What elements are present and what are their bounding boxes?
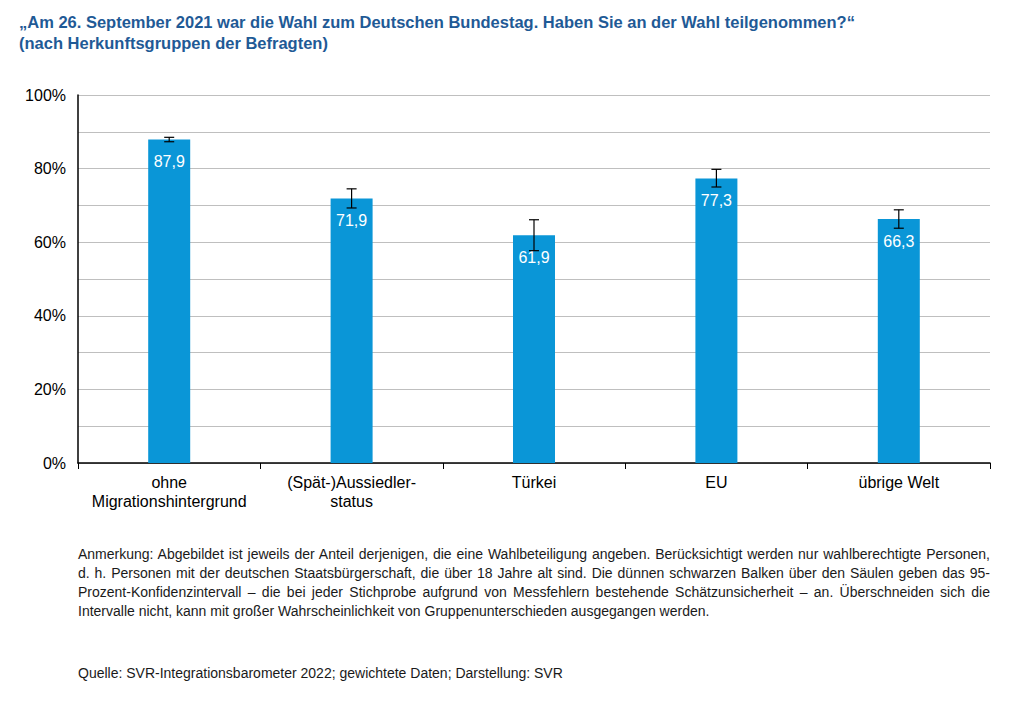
svg-text:0%: 0%: [43, 455, 66, 472]
svg-text:„Am 26. September 2021 war die: „Am 26. September 2021 war die Wahl zum …: [19, 13, 855, 31]
svg-text:66,3: 66,3: [883, 233, 914, 250]
svg-text:EU: EU: [705, 474, 727, 491]
html-text:Quelle: SVR-Integrationsbarome: Quelle: SVR-Integrationsbarometer 2022; …: [78, 665, 563, 681]
svg-text:100%: 100%: [25, 87, 66, 104]
svg-text:71,9: 71,9: [336, 212, 367, 229]
svg-text:80%: 80%: [34, 160, 66, 177]
svg-text:Migrationshintergrund: Migrationshintergrund: [92, 493, 247, 510]
svg-text:87,9: 87,9: [154, 153, 185, 170]
svg-text:40%: 40%: [34, 307, 66, 324]
svg-text:61,9: 61,9: [518, 249, 549, 266]
svg-text:übrige Welt: übrige Welt: [858, 474, 939, 491]
svg-text:(Spät-)Aussiedler-: (Spät-)Aussiedler-: [287, 474, 416, 491]
svg-text:(nach Herkunftsgruppen der Bef: (nach Herkunftsgruppen der Befragten): [19, 34, 328, 52]
svg-text:status: status: [330, 493, 373, 510]
svg-text:ohne: ohne: [151, 474, 187, 491]
svg-text:77,3: 77,3: [701, 192, 732, 209]
svg-text:Türkei: Türkei: [512, 474, 556, 491]
svg-text:20%: 20%: [34, 381, 66, 398]
svg-text:60%: 60%: [34, 234, 66, 251]
html-text:Anmerkung: Abgebildet ist jewe: Anmerkung: Abgebildet ist jeweils der An…: [78, 546, 990, 619]
